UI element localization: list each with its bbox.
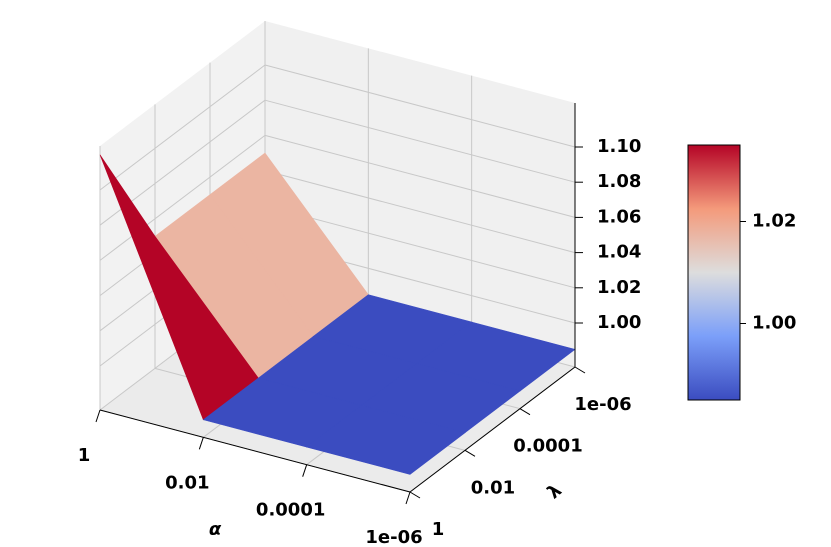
grid-line	[264, 205, 576, 289]
y-tick-label: 0.0001	[513, 436, 582, 457]
y-axis-line	[409, 366, 576, 493]
x-tick-label: 0.01	[165, 472, 209, 493]
grid-line	[99, 64, 266, 191]
y-tick-label: 1	[432, 519, 445, 540]
z-tick-label: 1.04	[597, 242, 641, 263]
grid-line	[264, 99, 576, 183]
y-axis-label: λ	[544, 480, 566, 503]
surface	[99, 152, 576, 475]
y-tick	[574, 366, 586, 374]
grid-line	[99, 135, 266, 261]
x-tick-label: 0.0001	[256, 500, 325, 521]
surface-face	[305, 405, 466, 475]
x-tick-label: 1e-06	[365, 527, 422, 547]
z-tick-label: 1.08	[597, 171, 641, 192]
z-tick-label: 1.10	[597, 136, 641, 157]
y-tick	[519, 408, 531, 416]
x-tick	[302, 464, 308, 477]
z-tick-label: 1.00	[597, 312, 641, 333]
z-tick-label: 1.06	[597, 206, 641, 227]
z-tick-label: 1.02	[597, 277, 641, 298]
y-tick	[409, 491, 421, 499]
colorbar	[687, 144, 741, 401]
grid-line	[264, 64, 576, 148]
y-tick	[464, 449, 476, 457]
colorbar-tick-label: 1.02	[752, 211, 796, 232]
x-tick	[198, 437, 204, 450]
x-axis-line	[99, 409, 411, 493]
x-tick-label: 1	[78, 445, 91, 466]
colorbar-tick-label: 1.00	[752, 313, 796, 334]
grid-line	[264, 134, 576, 218]
y-tick-label: 1e-06	[574, 394, 631, 415]
y-tick-label: 0.01	[471, 477, 515, 498]
grid-line	[264, 170, 576, 254]
x-tick	[95, 409, 101, 423]
x-axis-label: α	[209, 519, 222, 540]
x-tick	[405, 491, 411, 505]
